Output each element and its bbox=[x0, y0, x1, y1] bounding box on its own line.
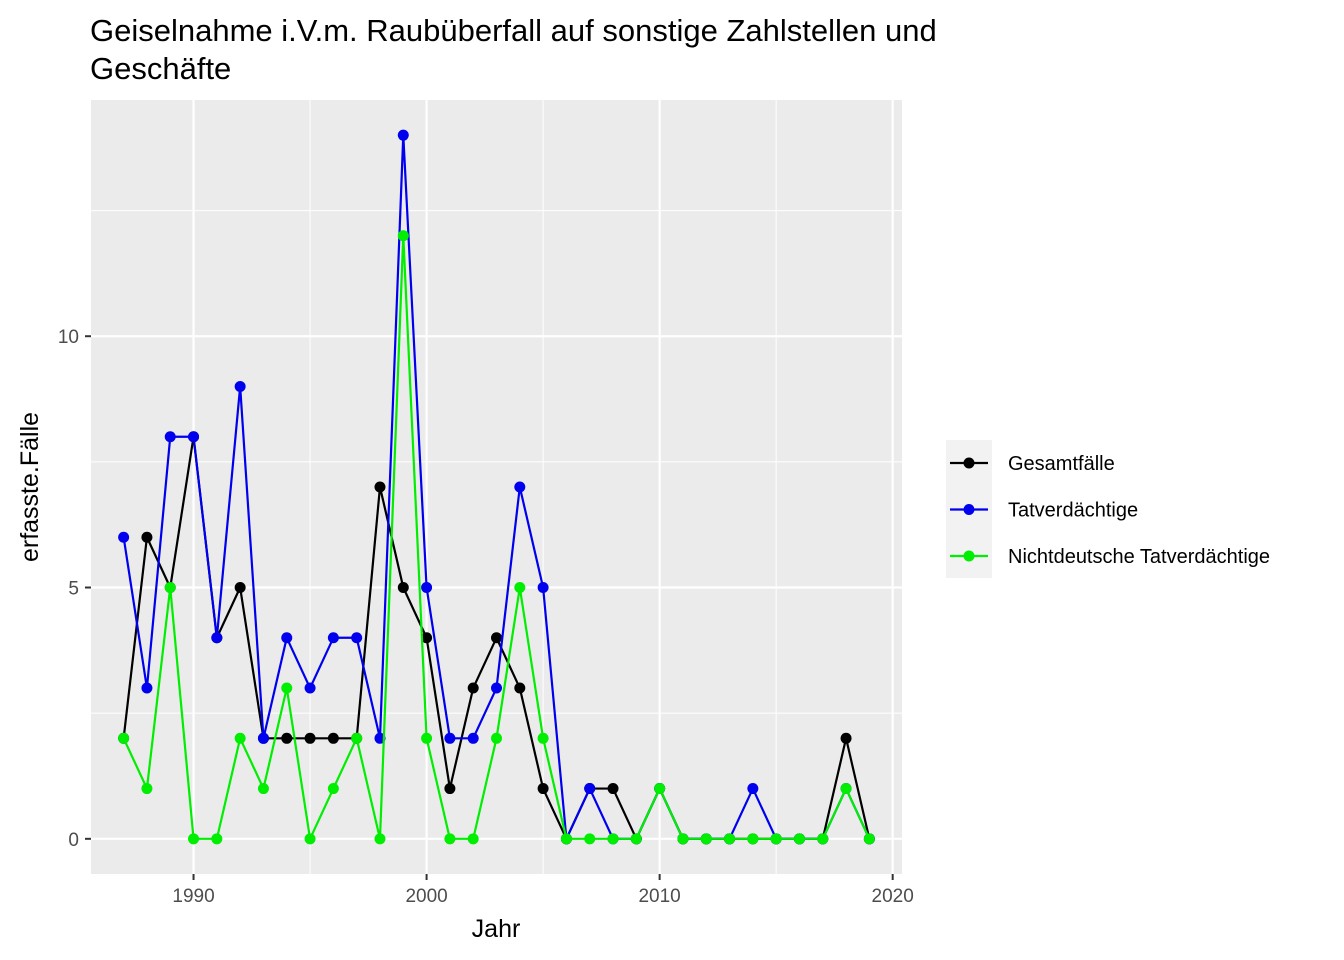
data-point bbox=[537, 783, 549, 795]
data-point bbox=[234, 582, 246, 594]
data-point bbox=[514, 481, 526, 493]
data-point bbox=[304, 833, 316, 845]
data-point bbox=[770, 833, 782, 845]
data-point bbox=[351, 632, 363, 644]
x-axis: 1990 2000 2010 2020 bbox=[172, 874, 914, 907]
legend-label: Gesamtfälle bbox=[1008, 453, 1115, 475]
data-point bbox=[304, 732, 316, 744]
data-point bbox=[491, 682, 502, 694]
x-tick-label: 2000 bbox=[405, 886, 447, 907]
data-point bbox=[491, 632, 502, 644]
x-tick-label: 2010 bbox=[638, 886, 680, 907]
data-point bbox=[793, 833, 805, 845]
chart-title-line-2: Geschäfte bbox=[90, 51, 231, 86]
data-point bbox=[560, 833, 572, 845]
data-point bbox=[677, 833, 689, 845]
data-point bbox=[188, 833, 200, 845]
data-point bbox=[141, 783, 153, 795]
data-point bbox=[327, 783, 339, 795]
data-point bbox=[281, 732, 293, 744]
series-layer bbox=[118, 129, 875, 845]
plot-panel bbox=[91, 100, 902, 874]
data-point bbox=[421, 632, 433, 644]
data-point bbox=[444, 783, 456, 795]
series-3 bbox=[118, 230, 875, 845]
y-axis: 0 5 10 bbox=[58, 327, 91, 851]
legend-label: Nichtdeutsche Tatverdächtige bbox=[1008, 546, 1270, 568]
data-point bbox=[421, 732, 433, 744]
data-point bbox=[630, 833, 642, 845]
data-point bbox=[397, 582, 409, 594]
y-axis-title: erfasste.Fälle bbox=[16, 412, 44, 562]
data-point bbox=[584, 783, 596, 795]
chart-title-line-1: Geiselnahme i.V.m. Raubüberfall auf sons… bbox=[90, 13, 937, 48]
data-point bbox=[281, 682, 293, 694]
data-point bbox=[141, 682, 153, 694]
legend-label: Tatverdächtige bbox=[1008, 500, 1138, 522]
data-point bbox=[654, 783, 666, 795]
data-point bbox=[863, 833, 875, 845]
data-point bbox=[257, 783, 269, 795]
data-point bbox=[164, 431, 176, 443]
data-point bbox=[164, 582, 176, 594]
data-point bbox=[397, 129, 409, 141]
data-point bbox=[700, 833, 712, 845]
grid-lines bbox=[91, 100, 902, 874]
data-point bbox=[514, 582, 526, 594]
x-axis-title: Jahr bbox=[472, 915, 521, 943]
data-point bbox=[537, 582, 549, 594]
legend-key-point bbox=[963, 504, 975, 515]
data-point bbox=[327, 632, 339, 644]
data-point bbox=[467, 732, 479, 744]
data-point bbox=[747, 783, 759, 795]
legend: Gesamtfälle Tatverdächtige Nichtdeutsche T… bbox=[946, 440, 1270, 578]
x-tick-label: 1990 bbox=[172, 886, 214, 907]
data-point bbox=[327, 732, 339, 744]
data-point bbox=[467, 833, 479, 845]
data-point bbox=[467, 682, 479, 694]
y-tick-label: 5 bbox=[68, 579, 79, 600]
chart-title: Geiselnahme i.V.m. Raubüberfall auf sons… bbox=[90, 13, 937, 86]
data-point bbox=[514, 682, 526, 694]
data-point bbox=[351, 732, 363, 744]
data-point bbox=[304, 682, 316, 694]
x-tick-label: 2020 bbox=[872, 886, 914, 907]
legend-items: Gesamtfälle Tatverdächtige Nichtdeutsche T… bbox=[950, 453, 1270, 568]
data-point bbox=[537, 732, 549, 744]
data-point bbox=[374, 833, 386, 845]
data-point bbox=[607, 783, 619, 795]
legend-key-point bbox=[963, 457, 975, 469]
data-point bbox=[584, 833, 596, 845]
data-point bbox=[421, 582, 433, 594]
data-point bbox=[607, 833, 619, 845]
data-point bbox=[234, 380, 246, 392]
data-point bbox=[281, 632, 293, 644]
data-point bbox=[817, 833, 829, 845]
data-point bbox=[374, 481, 386, 493]
data-point bbox=[724, 833, 736, 845]
data-point bbox=[141, 531, 153, 543]
y-tick-label: 0 bbox=[68, 830, 79, 851]
data-point bbox=[118, 531, 130, 543]
data-point bbox=[188, 431, 200, 443]
legend-key-point bbox=[963, 550, 975, 562]
data-point bbox=[211, 632, 223, 644]
y-tick-label: 10 bbox=[58, 327, 79, 348]
data-point bbox=[444, 833, 456, 845]
data-point bbox=[491, 732, 502, 744]
data-point bbox=[257, 732, 269, 744]
data-point bbox=[118, 732, 130, 744]
data-point bbox=[211, 833, 223, 845]
data-point bbox=[840, 783, 852, 795]
data-point bbox=[234, 732, 246, 744]
data-point bbox=[397, 230, 409, 242]
data-point bbox=[444, 732, 456, 744]
data-point bbox=[747, 833, 759, 845]
data-point bbox=[840, 732, 852, 744]
